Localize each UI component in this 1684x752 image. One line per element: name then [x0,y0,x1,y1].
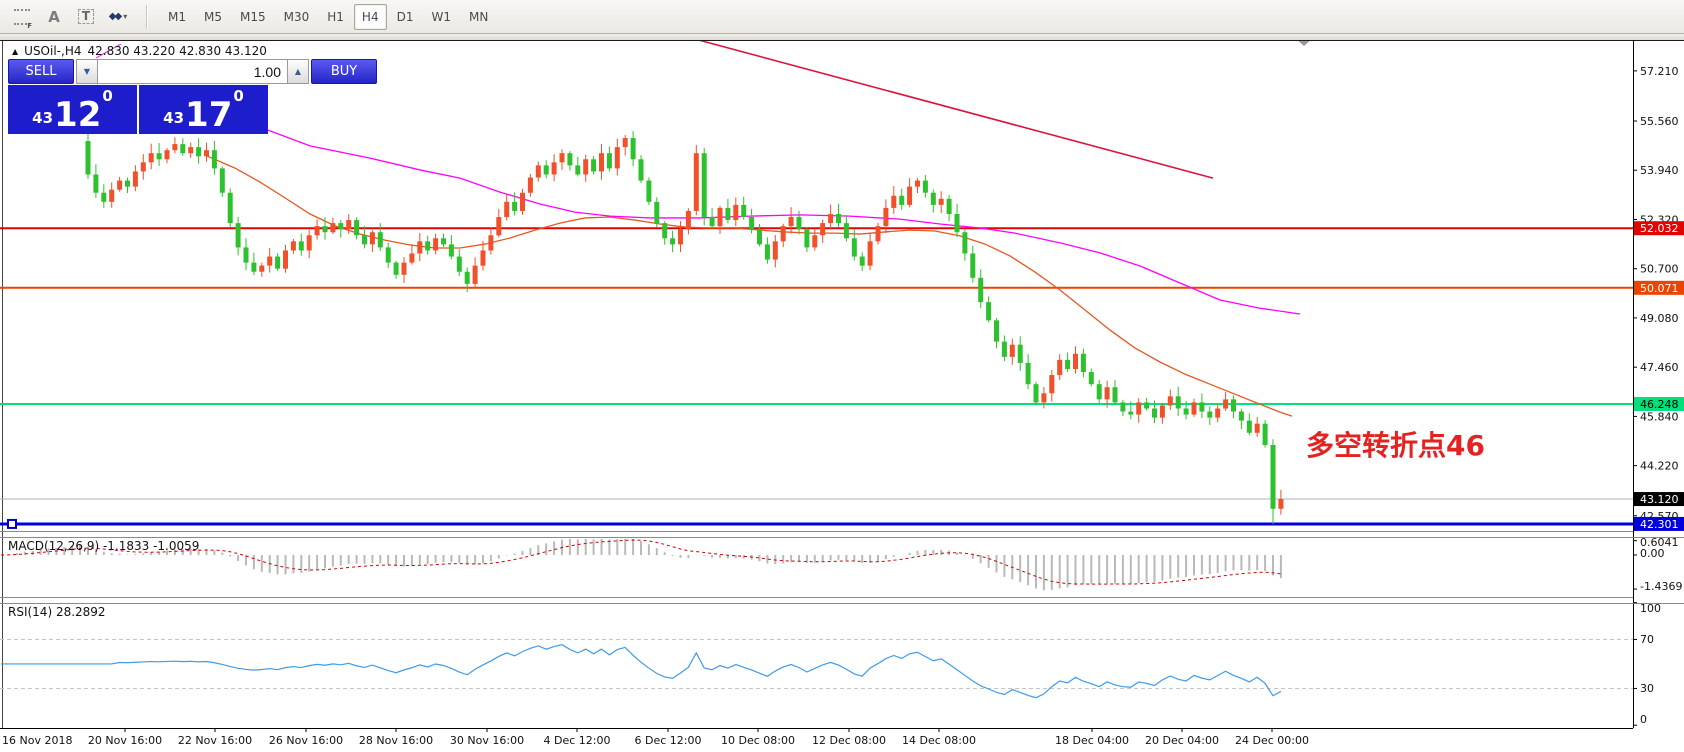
timeframe-button-d1[interactable]: D1 [396,9,414,24]
svg-text:22 Nov 16:00: 22 Nov 16:00 [178,734,252,747]
svg-text:100: 100 [1640,602,1661,615]
svg-text:50.700: 50.700 [1640,263,1679,276]
svg-text:57.210: 57.210 [1640,65,1679,78]
svg-text:24 Dec 00:00: 24 Dec 00:00 [1235,734,1309,747]
svg-text:0.6041: 0.6041 [1640,536,1679,549]
dropdown-caret-icon: ▾ [123,12,128,21]
sell-button[interactable]: SELL [8,59,74,84]
volume-spinner: ▼ ▲ [76,59,309,84]
svg-text:49.080: 49.080 [1640,312,1679,325]
sell-price-display[interactable]: 43 12 0 [8,85,137,134]
svg-text:12 Dec 08:00: 12 Dec 08:00 [812,734,886,747]
timeframe-button-m5[interactable]: M5 [204,9,222,24]
svg-text:52.032: 52.032 [1640,222,1679,235]
svg-text:10 Dec 08:00: 10 Dec 08:00 [721,734,795,747]
svg-text:18 Dec 04:00: 18 Dec 04:00 [1055,734,1129,747]
macd-panel [1,539,1282,591]
chart-window-frame [0,33,1684,41]
timeframe-button-m30[interactable]: M30 [283,9,310,24]
bid-price-chip [1634,492,1684,507]
text-cursor-icon[interactable]: A [48,7,60,26]
volume-increase-button[interactable]: ▲ [287,59,309,84]
svg-text:20 Nov 16:00: 20 Nov 16:00 [88,734,162,747]
timeframe-button-h1[interactable]: H1 [327,9,344,24]
symbol-name: USOil-,H4 [24,44,82,58]
svg-text:28 Nov 16:00: 28 Nov 16:00 [359,734,433,747]
svg-text:55.560: 55.560 [1640,115,1679,128]
rsi-label: RSI(14) 28.2892 [8,605,106,619]
toolbar-separator [146,4,147,29]
svg-text:4 Dec 12:00: 4 Dec 12:00 [544,734,611,747]
svg-text:-1.4369: -1.4369 [1640,580,1682,593]
symbol-info: ▲ USOil-,H4 42.830 43.220 42.830 43.120 [12,44,267,58]
svg-text:0.00: 0.00 [1640,547,1665,560]
one-click-trading-panel: SELL ▼ ▲ BUY 43 12 0 43 17 0 [8,59,377,134]
timeframe-group: M1 M5 M15 M30 H1 H4 D1 W1 MN [153,0,503,33]
svg-text:44.220: 44.220 [1640,460,1679,473]
price-axis[interactable]: 57.21055.56053.94052.32050.70049.08047.4… [1633,65,1682,726]
fast-ma-line [204,154,1293,417]
svg-text:53.940: 53.940 [1640,164,1679,177]
svg-text:42.301: 42.301 [1640,518,1679,531]
svg-text:50.071: 50.071 [1640,282,1679,295]
svg-text:30: 30 [1640,682,1654,695]
timeframe-button-mn[interactable]: MN [468,9,489,24]
volume-decrease-button[interactable]: ▼ [76,59,98,84]
svg-text:MACD(12,26,9) -1.1833 -1.0059: MACD(12,26,9) -1.1833 -1.0059 [8,539,199,553]
text-label-icon[interactable]: T [72,3,100,31]
svg-text:0: 0 [1640,713,1647,726]
buy-price-display[interactable]: 43 17 0 [139,85,268,134]
svg-text:14 Dec 08:00: 14 Dec 08:00 [902,734,976,747]
symbol-ohlc: 42.830 43.220 42.830 43.120 [87,44,267,58]
svg-text:70: 70 [1640,633,1654,646]
collapse-triangle-icon[interactable]: ▲ [12,46,19,56]
buy-button[interactable]: BUY [311,59,377,84]
rsi-panel [0,638,1633,699]
timeframe-button-w1[interactable]: W1 [431,9,451,24]
macd-label: MACD(12,26,9) -1.1833 -1.0059 [8,539,199,553]
stray-drawing-stroke [95,43,122,59]
horizontal-levels: 52.032 50.071 46.248 42.301 [0,221,1684,531]
volume-input[interactable] [98,59,287,84]
svg-text:16 Nov 2018: 16 Nov 2018 [2,734,72,747]
top-toolbar: A T ◆◆ ▾ M1 M5 M15 M30 H1 H4 D1 W1 MN [0,0,1684,34]
timeframe-button-h4[interactable]: H4 [353,3,387,30]
rsi-line [1,643,1282,699]
svg-text:46.248: 46.248 [1640,398,1679,411]
svg-text:45.840: 45.840 [1640,410,1679,423]
descending-trendline[interactable] [679,34,1214,179]
svg-text:30 Nov 16:00: 30 Nov 16:00 [450,734,524,747]
objects-icon[interactable]: ◆◆ ▾ [108,11,128,22]
chinese-annotation: 多空转折点46 [1306,429,1485,462]
candlestick-series [85,131,1284,524]
svg-text:26 Nov 16:00: 26 Nov 16:00 [269,734,343,747]
timeframe-button-m1[interactable]: M1 [168,9,186,24]
time-axis[interactable]: 16 Nov 2018 20 Nov 16:00 22 Nov 16:00 26 No… [2,728,1309,747]
svg-text:20 Dec 04:00: 20 Dec 04:00 [1145,734,1219,747]
data-window-icon[interactable] [8,3,36,31]
blue-line-handle[interactable] [7,518,17,529]
svg-text:43.120: 43.120 [1640,493,1679,506]
timeframe-button-m15[interactable]: M15 [240,9,266,24]
svg-text:6 Dec 12:00: 6 Dec 12:00 [635,734,702,747]
svg-text:47.460: 47.460 [1640,361,1679,374]
slow-ma-line [267,129,1301,315]
